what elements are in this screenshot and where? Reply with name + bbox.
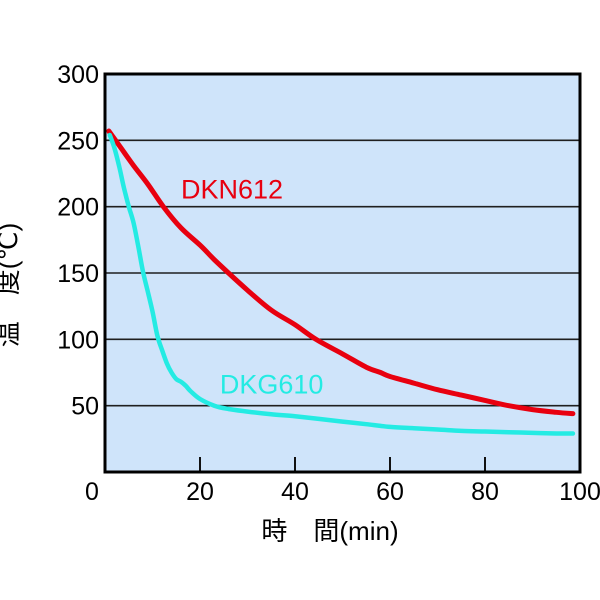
plot-border xyxy=(103,72,582,474)
y-axis-title: 温 度(℃) xyxy=(0,223,23,348)
chart-generated-content: DKN612 DKG610 0 20 40 60 80 100 50 100 150 200 250 30… xyxy=(57,61,600,506)
y-tick-label: 300 xyxy=(57,61,99,89)
x-tick-label: 40 xyxy=(281,478,309,506)
series-line-dkg610 xyxy=(107,132,576,436)
y-tick-label: 200 xyxy=(57,194,99,222)
x-tick-label: 0 xyxy=(85,478,99,506)
y-tick-label: 150 xyxy=(57,260,99,288)
y-tick-label: 50 xyxy=(71,393,99,421)
x-axis-title: 時 間(min) xyxy=(261,516,398,546)
y-tick-label: 100 xyxy=(57,326,99,354)
series-label-dkg610: DKG610 xyxy=(220,369,324,399)
y-tick-label: 250 xyxy=(57,127,99,155)
x-tick-label: 80 xyxy=(471,478,499,506)
series-label-dkn612: DKN612 xyxy=(181,174,283,204)
x-tick-label: 20 xyxy=(186,478,214,506)
series-line-dkn612 xyxy=(106,128,576,417)
x-tick-label: 100 xyxy=(559,478,600,506)
x-tick-label: 60 xyxy=(376,478,404,506)
